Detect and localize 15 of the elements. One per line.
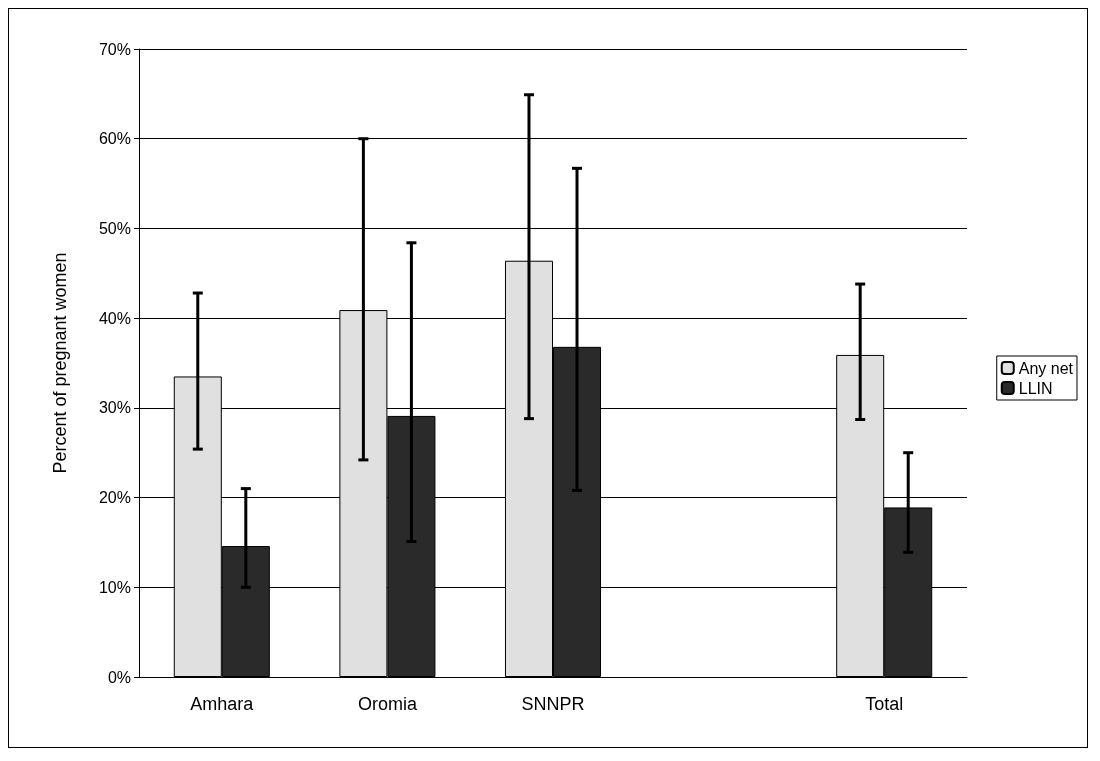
x-tick-label: Amhara [190,694,255,714]
x-tick-label: Total [865,694,904,714]
y-tick-label: 60% [98,130,131,148]
legend-label: LLIN [1018,379,1053,397]
y-tick-label: 30% [98,399,131,417]
y-axis-title: Percent of pregnant women [50,252,70,474]
y-tick-label: 0% [107,668,131,686]
y-tick-label: 50% [98,219,131,237]
y-tick-label: 10% [98,578,131,596]
y-tick-label: 40% [98,309,131,327]
x-tick-label: Oromia [357,694,418,714]
y-tick-label: 20% [98,489,131,507]
legend-label: Any net [1018,359,1074,377]
y-tick-label: 70% [98,40,131,58]
x-tick-label: SNNPR [521,694,585,714]
